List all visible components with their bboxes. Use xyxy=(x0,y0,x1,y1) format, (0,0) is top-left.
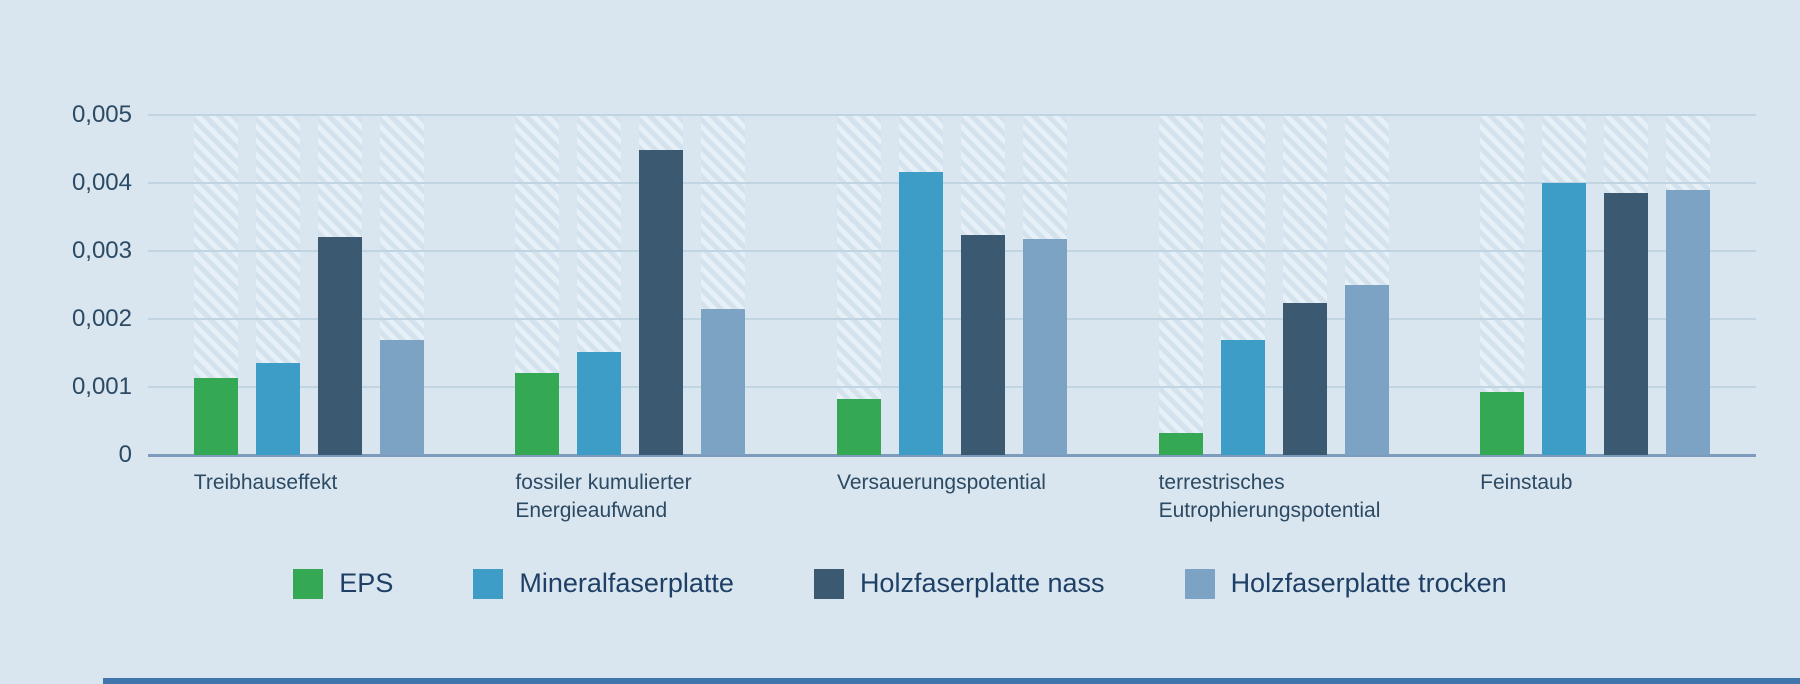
legend: EPS Mineralfaserplatte Holzfaserplatte nas… xyxy=(0,568,1800,599)
x-axis-category-label: terrestrisches Eutrophierungspotential xyxy=(1158,471,1381,523)
legend-label: Mineralfaserplatte xyxy=(519,568,734,598)
bar-hatch-column xyxy=(960,115,1005,455)
y-axis-tick-label: 0,003 xyxy=(71,237,132,264)
bar-hatch-column xyxy=(1480,115,1525,455)
bar-hatch-column xyxy=(1344,115,1389,455)
y-axis-tick-label: 0,001 xyxy=(71,373,132,400)
legend-swatch xyxy=(473,568,504,599)
legend-item-holzfaserplatte-trocken[interactable]: Holzfaserplatte trocken xyxy=(1184,568,1507,599)
bar-eps[interactable] xyxy=(515,373,560,455)
legend-item-eps[interactable]: EPS xyxy=(293,568,393,599)
bar-mineralfaserplatte[interactable] xyxy=(255,363,300,455)
legend-label: Holzfaserplatte nass xyxy=(859,568,1105,598)
x-axis-category-label: Feinstaub xyxy=(1480,471,1573,494)
y-axis-tick-label: 0,002 xyxy=(71,305,132,332)
bar-group: terrestrisches Eutrophierungspotential xyxy=(1158,115,1389,522)
legend-swatch xyxy=(293,568,324,599)
bar-group: Feinstaub xyxy=(1480,115,1711,494)
bar-mineralfaserplatte[interactable] xyxy=(1542,183,1587,455)
bar-holzfaserplatte-nass[interactable] xyxy=(1604,193,1649,455)
bar-holzfaserplatte-trocken[interactable] xyxy=(1666,189,1711,455)
x-axis-category-label: Treibhauseffekt xyxy=(193,471,338,494)
bar-eps[interactable] xyxy=(193,378,238,455)
bar-holzfaserplatte-nass[interactable] xyxy=(1282,303,1327,455)
bar-hatch-column xyxy=(639,115,684,455)
y-axis-tick-label: 0,004 xyxy=(71,169,132,196)
bar-hatch-column xyxy=(1158,115,1203,455)
bar-eps[interactable] xyxy=(1158,433,1203,455)
bar-holzfaserplatte-nass[interactable] xyxy=(317,236,362,455)
legend-item-holzfaserplatte-nass[interactable]: Holzfaserplatte nass xyxy=(813,568,1105,599)
x-axis-category-label: Versauerungspotential xyxy=(836,471,1046,494)
y-axis: 0 0,001 0,002 0,003 0,004 0,005 xyxy=(0,101,132,468)
bar-holzfaserplatte-nass[interactable] xyxy=(639,149,684,455)
legend-item-mineralfaserplatte[interactable]: Mineralfaserplatte xyxy=(473,568,734,599)
bar-group: Treibhauseffekt xyxy=(193,115,424,494)
x-axis-category-label: fossiler kumulierter Energieaufwand xyxy=(515,471,692,523)
bar-hatch-column xyxy=(898,115,943,455)
bar-holzfaserplatte-trocken[interactable] xyxy=(1022,238,1067,455)
bar-mineralfaserplatte[interactable] xyxy=(898,172,943,455)
bar-hatch-column xyxy=(317,115,362,455)
bar-hatch-column xyxy=(193,115,238,455)
y-axis-tick-label: 0,005 xyxy=(71,101,132,128)
bar-hatch-column xyxy=(1604,115,1649,455)
bar-holzfaserplatte-trocken[interactable] xyxy=(379,340,424,455)
legend-label: Holzfaserplatte trocken xyxy=(1230,568,1507,598)
bar-eps[interactable] xyxy=(1480,392,1525,455)
bar-mineralfaserplatte[interactable] xyxy=(577,351,622,455)
bar-hatch-column xyxy=(701,115,746,455)
bar-hatch-column xyxy=(1542,115,1587,455)
bar-hatch-column xyxy=(1220,115,1265,455)
bar-hatch-column xyxy=(577,115,622,455)
bar-hatch-column xyxy=(379,115,424,455)
bar-mineralfaserplatte[interactable] xyxy=(1220,340,1265,455)
y-axis-tick-label: 0 xyxy=(118,441,132,468)
bar-hatch-column xyxy=(836,115,881,455)
bar-holzfaserplatte-trocken[interactable] xyxy=(1344,285,1389,455)
bar-hatch-column xyxy=(1022,115,1067,455)
legend-swatch xyxy=(813,568,844,599)
bar-hatch-column xyxy=(255,115,300,455)
legend-swatch xyxy=(1184,568,1215,599)
legend-label: EPS xyxy=(339,568,394,598)
bar-groups: Treibhauseffekt fossiler kumulierter Ener… xyxy=(148,115,1756,522)
bar-holzfaserplatte-nass[interactable] xyxy=(960,234,1005,455)
bar-holzfaserplatte-trocken[interactable] xyxy=(701,308,746,455)
bar-group: Versauerungspotential xyxy=(836,115,1067,494)
bar-eps[interactable] xyxy=(836,398,881,455)
bottom-scrollbar[interactable] xyxy=(103,678,1800,684)
plot-area: Treibhauseffekt fossiler kumulierter Ener… xyxy=(148,114,1756,522)
bar-hatch-column xyxy=(1282,115,1327,455)
bar-group: fossiler kumulierter Energieaufwand xyxy=(515,115,746,522)
bar-hatch-column xyxy=(1666,115,1711,455)
bar-hatch-column xyxy=(515,115,560,455)
